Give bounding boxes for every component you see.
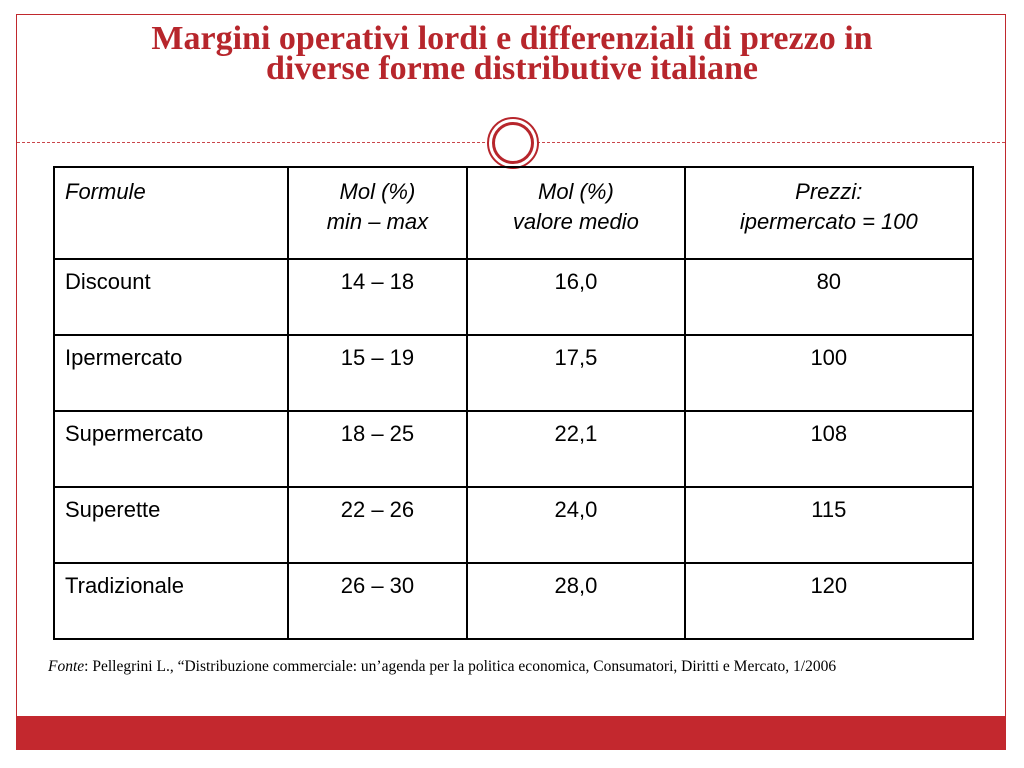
cell-mol-range: 26 – 30 xyxy=(286,562,469,640)
cell-price-index: 120 xyxy=(683,562,975,640)
header-prezzi-line2: ipermercato = 100 xyxy=(739,209,918,234)
footer-band xyxy=(17,716,1005,750)
cell-formula: Tradizionale xyxy=(53,562,289,640)
table-row: Supermercato 18 – 25 22,1 108 xyxy=(53,410,975,488)
table-row: Ipermercato 15 – 19 17,5 100 xyxy=(53,334,975,412)
source-label: Fonte xyxy=(48,658,85,675)
cell-price-index: 100 xyxy=(683,334,975,412)
header-formule-label: Formule xyxy=(65,179,146,204)
cell-mol-avg: 22,1 xyxy=(466,410,686,488)
header-mol-range-line2: min – max xyxy=(326,209,429,234)
table-header-row: Formule Mol (%) min – max Mol (%) valore… xyxy=(53,166,975,260)
header-prezzi: Prezzi: ipermercato = 100 xyxy=(683,166,975,260)
cell-formula: Superette xyxy=(53,486,289,564)
source-citation: Fonte: Pellegrini L., “Distribuzione com… xyxy=(48,658,1008,676)
table-row: Superette 22 – 26 24,0 115 xyxy=(53,486,975,564)
header-mol-avg-line1: Mol (%) xyxy=(538,179,614,204)
cell-mol-avg: 16,0 xyxy=(466,258,686,336)
source-text: : Pellegrini L., “Distribuzione commerci… xyxy=(84,658,837,675)
table-row: Tradizionale 26 – 30 28,0 120 xyxy=(53,562,975,640)
cell-mol-range: 15 – 19 xyxy=(286,334,469,412)
header-mol-range: Mol (%) min – max xyxy=(286,166,469,260)
title-line-1: Margini operativi lordi e differenziali … xyxy=(151,20,873,57)
slide-title: Margini operativi lordi e differenziali … xyxy=(40,20,984,87)
circle-ornament-icon xyxy=(487,117,539,169)
cell-mol-range: 14 – 18 xyxy=(286,258,469,336)
cell-formula: Ipermercato xyxy=(53,334,289,412)
header-mol-avg: Mol (%) valore medio xyxy=(466,166,686,260)
cell-mol-avg: 24,0 xyxy=(466,486,686,564)
header-prezzi-line1: Prezzi: xyxy=(795,179,863,204)
margins-table: Formule Mol (%) min – max Mol (%) valore… xyxy=(53,166,975,640)
cell-mol-avg: 28,0 xyxy=(466,562,686,640)
cell-price-index: 80 xyxy=(683,258,975,336)
title-line-2: diverse forme distributive italiane xyxy=(266,50,758,87)
cell-price-index: 115 xyxy=(683,486,975,564)
header-mol-range-line1: Mol (%) xyxy=(339,179,416,204)
cell-formula: Supermercato xyxy=(53,410,289,488)
cell-formula: Discount xyxy=(53,258,289,336)
header-mol-avg-line2: valore medio xyxy=(512,209,639,234)
cell-mol-avg: 17,5 xyxy=(466,334,686,412)
circle-ornament-inner xyxy=(492,122,534,164)
cell-mol-range: 18 – 25 xyxy=(286,410,469,488)
cell-mol-range: 22 – 26 xyxy=(286,486,469,564)
header-formule: Formule xyxy=(53,166,289,260)
table-row: Discount 14 – 18 16,0 80 xyxy=(53,258,975,336)
cell-price-index: 108 xyxy=(683,410,975,488)
